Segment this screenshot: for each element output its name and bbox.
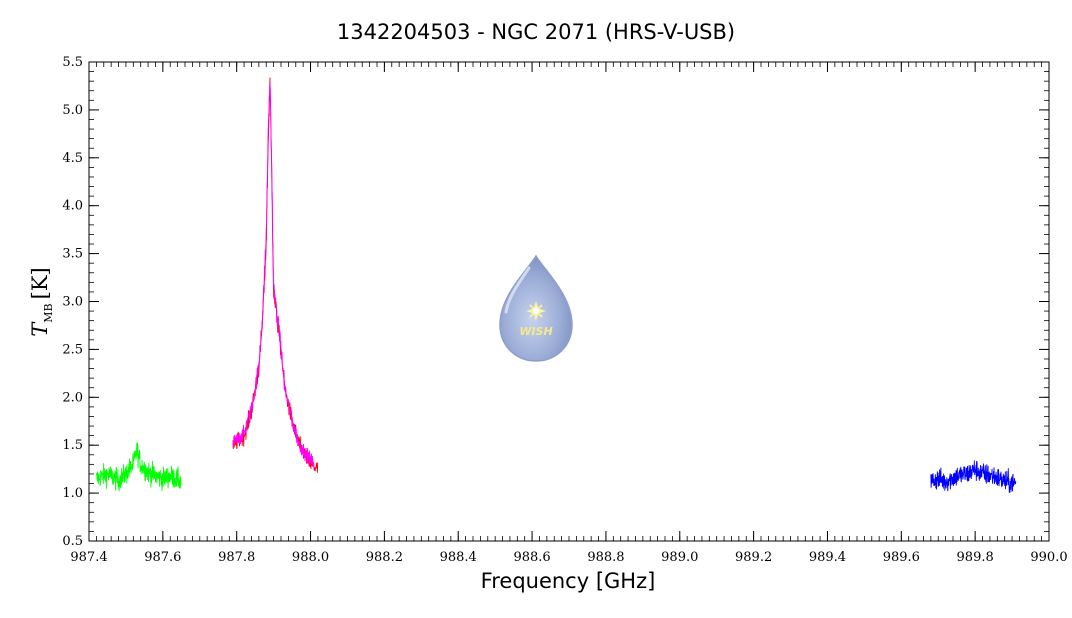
- x-tick-label: 989.6: [883, 550, 920, 565]
- plot-frame: [88, 61, 1050, 542]
- series-line-2: [232, 83, 315, 471]
- x-tick-label: 989.8: [957, 550, 994, 565]
- y-tick-label: 2.5: [62, 342, 83, 357]
- x-tick-label: 988.0: [292, 550, 329, 565]
- y-tick-label: 2.0: [62, 390, 83, 405]
- series-layer: [95, 77, 1017, 493]
- x-tick-label: 988.2: [366, 550, 403, 565]
- x-tick-label: 989.2: [735, 550, 772, 565]
- y-tick-label: 5.5: [62, 55, 83, 70]
- x-tick-label: 988.4: [440, 550, 477, 565]
- y-tick-label: 3.5: [62, 247, 83, 262]
- x-tick-label: 988.8: [587, 550, 624, 565]
- x-tick-label: 987.4: [70, 550, 107, 565]
- series-line-1: [232, 77, 319, 473]
- y-axis-label-unit: [K]: [28, 267, 52, 299]
- star-icon: [526, 301, 546, 321]
- x-tick-label: 987.6: [144, 550, 181, 565]
- y-axis-label: TMB [K]: [28, 267, 55, 336]
- x-tick-label: 988.6: [513, 550, 550, 565]
- wish-logo-text: WISH: [519, 325, 552, 338]
- y-tick-label: 1.5: [62, 438, 83, 453]
- y-tick-label: 1.0: [62, 486, 83, 501]
- series-line-0: [95, 442, 182, 492]
- y-axis-tick-labels: 0.5 1.0 1.5 2.0 2.5 3.0 3.5 4.0 4.5 5.0 5.5: [62, 55, 83, 549]
- y-tick-label: 3.0: [62, 295, 83, 310]
- wish-logo: WISH: [499, 254, 573, 362]
- y-tick-label: 0.5: [62, 534, 83, 549]
- series-line-3: [930, 460, 1017, 493]
- x-tick-label: 990.0: [1030, 550, 1067, 565]
- x-axis-label: Frequency [GHz]: [481, 569, 656, 593]
- y-tick-label: 4.5: [62, 151, 83, 166]
- svg-text:TMB[K]: TMB [K]: [28, 267, 55, 336]
- y-axis-label-subscript: MB: [42, 303, 55, 322]
- y-axis-label-symbol: T: [28, 321, 52, 337]
- x-tick-label: 989.0: [661, 550, 698, 565]
- axis-ticks: [88, 61, 1050, 542]
- y-tick-label: 5.0: [62, 103, 83, 118]
- x-axis-tick-labels: 987.4 987.6 987.8 988.0 988.2 988.4 988.6 988.8…: [70, 550, 1067, 565]
- y-tick-label: 4.0: [62, 199, 83, 214]
- x-tick-label: 987.8: [218, 550, 255, 565]
- chart-title: 1342204503 - NGC 2071 (HRS-V-USB): [337, 20, 735, 44]
- x-tick-label: 989.4: [809, 550, 846, 565]
